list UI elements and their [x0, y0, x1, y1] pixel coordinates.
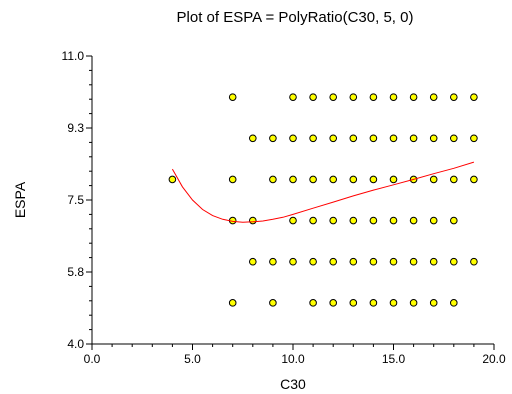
data-point [409, 257, 418, 266]
y-tick-label: 5.8 [67, 265, 84, 279]
y-tick-label: 7.5 [67, 193, 84, 207]
data-point [470, 257, 478, 266]
data-point [389, 134, 398, 143]
y-tick-label: 9.3 [67, 121, 84, 135]
data-point [309, 134, 317, 143]
x-tick-label: 10.0 [281, 352, 305, 366]
data-point [329, 216, 338, 225]
data-point [168, 175, 177, 184]
data-point [369, 216, 378, 225]
data-point [369, 134, 378, 143]
fit-line-group [171, 161, 475, 223]
data-point [389, 216, 398, 225]
data-point [369, 175, 378, 184]
data-point [349, 216, 358, 225]
data-point [450, 299, 458, 307]
data-point [429, 134, 438, 143]
data-point [349, 134, 358, 143]
data-point [228, 93, 237, 101]
data-point [389, 175, 398, 184]
data-point [289, 216, 297, 225]
data-point [349, 299, 358, 307]
data-point [309, 175, 317, 184]
data-point [429, 257, 438, 266]
data-point [409, 299, 418, 307]
data-point [450, 93, 458, 101]
data-point [309, 299, 317, 307]
data-point [450, 257, 458, 266]
data-point [369, 299, 378, 307]
data-point [429, 93, 438, 101]
data-point [409, 134, 418, 143]
data-point [269, 257, 277, 266]
data-point [329, 175, 338, 184]
y-tick-label: 4.0 [67, 337, 84, 351]
data-point [309, 257, 317, 266]
data-point [470, 134, 478, 143]
data-point [309, 93, 317, 101]
data-point [228, 175, 237, 184]
data-point [349, 175, 358, 184]
x-tick-label: 0.0 [84, 352, 101, 366]
data-point [289, 175, 297, 184]
data-point [409, 93, 418, 101]
data-point [470, 93, 478, 101]
data-point [329, 299, 338, 307]
data-point [329, 93, 338, 101]
data-point [369, 257, 378, 266]
data-point [269, 134, 277, 143]
data-point [249, 134, 257, 143]
data-point [249, 216, 257, 225]
x-axis-label: C30 [280, 376, 306, 392]
data-point [450, 175, 458, 184]
chart-title: Plot of ESPA = PolyRatio(C30, 5, 0) [177, 9, 414, 26]
data-point [450, 216, 458, 225]
fit-line [171, 161, 475, 223]
x-tick-label: 15.0 [382, 352, 406, 366]
data-point [329, 134, 338, 143]
data-point [289, 93, 297, 101]
data-point [349, 93, 358, 101]
data-points [168, 93, 478, 307]
data-point [269, 299, 277, 307]
data-point [309, 216, 317, 225]
data-point [329, 257, 338, 266]
data-point [470, 175, 478, 184]
x-tick-label: 20.0 [482, 352, 506, 366]
data-point [369, 93, 378, 101]
data-point [289, 257, 297, 266]
data-point [289, 134, 297, 143]
data-point [269, 175, 277, 184]
y-tick-label: 11.0 [62, 49, 85, 63]
data-point [389, 257, 398, 266]
x-tick-label: 5.0 [184, 352, 201, 366]
data-point [429, 175, 438, 184]
x-axis-ticks: 0.0 5.0 10.0 15.0 20.0 [84, 344, 506, 366]
y-axis-ticks: 4.0 5.8 7.5 9.3 11.0 [62, 49, 92, 351]
y-axis-label: ESPA [12, 181, 28, 218]
data-point [429, 216, 438, 225]
data-point [450, 134, 458, 143]
data-point [409, 216, 418, 225]
data-point [389, 93, 398, 101]
data-point [228, 299, 237, 307]
data-point [249, 257, 257, 266]
data-point [349, 257, 358, 266]
data-point [389, 299, 398, 307]
data-point [429, 299, 438, 307]
